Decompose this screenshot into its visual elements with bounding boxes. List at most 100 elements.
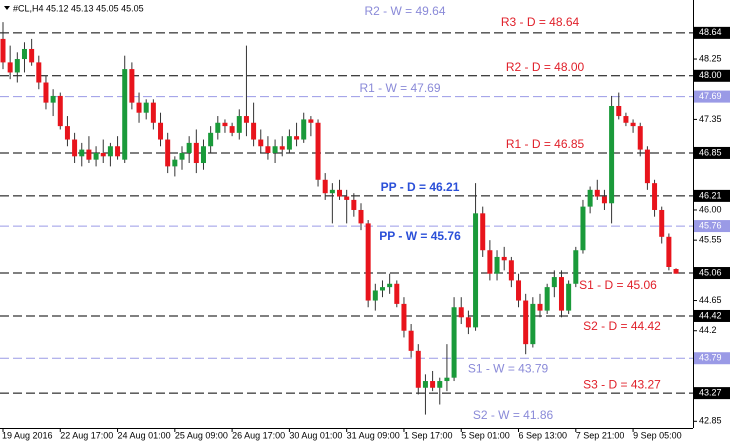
level-price-box [694, 309, 730, 322]
candle-body [379, 287, 385, 291]
level-price-label: 43.79 [699, 353, 722, 363]
candle-body [308, 119, 314, 123]
candle-body [57, 95, 63, 127]
level-price-box [694, 69, 730, 82]
y-tick-label: 44.65 [699, 295, 722, 305]
candle-body [301, 119, 307, 140]
candle-body [165, 139, 171, 167]
candle-body [508, 260, 514, 281]
candle-body [408, 330, 414, 351]
level-label: S1 - D = 45.06 [579, 278, 657, 292]
candle-body [451, 307, 457, 378]
candle-body [172, 159, 178, 167]
level-label: S3 - D = 43.27 [583, 377, 661, 391]
x-tick-label: 31 Aug 09:00 [347, 430, 400, 440]
x-tick-label: 1 Sep 17:00 [404, 430, 453, 440]
x-tick-label: 5 Sep 01:00 [461, 430, 510, 440]
level-price-box [694, 387, 730, 400]
candle-body [465, 317, 471, 328]
candle-body [494, 256, 500, 274]
candle-body [43, 82, 49, 103]
level-label: S2 - W = 41.86 [473, 408, 554, 422]
level-price-box [694, 26, 730, 39]
candle-body [79, 149, 85, 157]
candle-body [294, 136, 300, 140]
candle-body [558, 277, 564, 311]
x-tick-label: 7 Sep 21:00 [576, 430, 625, 440]
candle-body [551, 277, 557, 288]
candle-body [473, 213, 479, 328]
level-price-box [694, 146, 730, 159]
candle-body [158, 122, 164, 140]
candle-body [150, 102, 156, 123]
candle-body [666, 236, 672, 267]
candle-body [523, 300, 529, 345]
candle-body [630, 122, 636, 127]
x-tick-label: 19 Aug 2016 [2, 430, 53, 440]
candle-body [200, 146, 206, 164]
candle-body [594, 189, 600, 197]
level-label: R2 - W = 49.64 [364, 4, 445, 18]
y-tick-label: 42.85 [699, 416, 722, 426]
candle-body [394, 283, 400, 304]
candle-body [537, 303, 543, 311]
candle-body [258, 139, 264, 147]
candle-body [487, 250, 493, 274]
candle-body [358, 209, 364, 224]
level-price-box [694, 189, 730, 202]
candle-body [64, 126, 70, 140]
candle-body [415, 350, 421, 388]
x-tick-label: 6 Sep 13:00 [519, 430, 568, 440]
candle-body [208, 132, 214, 147]
candle-body [623, 116, 629, 123]
y-tick-label: 45.55 [699, 235, 722, 245]
candle-body [329, 189, 335, 194]
x-tick-label: 24 Aug 01:00 [118, 430, 171, 440]
x-tick-label: 26 Aug 17:00 [232, 430, 285, 440]
y-tick-label: 44.2 [699, 325, 717, 335]
candle-body [50, 95, 56, 103]
candle-body [422, 381, 428, 388]
candle-body [659, 209, 665, 237]
candle-body [236, 116, 242, 133]
candle-body [0, 38, 6, 63]
y-tick-label: 46.00 [699, 204, 722, 214]
candle-body [136, 102, 142, 113]
level-price-label: 47.69 [699, 91, 722, 101]
candle-body [107, 146, 113, 157]
x-tick-label: 30 Aug 01:00 [289, 430, 342, 440]
level-price-label: 48.64 [699, 27, 722, 37]
candle-body [251, 122, 257, 140]
candle-body [14, 59, 20, 73]
candle-body [115, 146, 121, 157]
candle-body [372, 290, 378, 301]
candle-body [193, 142, 199, 164]
level-label: PP - D = 46.21 [381, 180, 460, 194]
candle-body [243, 116, 249, 123]
candle-body [179, 152, 185, 160]
level-price-box [694, 267, 730, 280]
candle-body [215, 122, 221, 133]
y-tick-label: 48.25 [699, 53, 722, 63]
candle-body [72, 139, 78, 157]
candle-body [286, 136, 292, 150]
candle-body [544, 287, 550, 311]
candle-body [673, 269, 679, 274]
candle-body [601, 196, 607, 204]
candle-body [616, 105, 622, 117]
level-price-label: 46.21 [699, 190, 722, 200]
candle-body [229, 126, 235, 133]
candle-body [444, 377, 450, 382]
candle-body [430, 381, 436, 388]
candle-body [637, 126, 643, 150]
y-tick-label: 47.35 [699, 114, 722, 124]
x-tick-label: 22 Aug 17:00 [60, 430, 113, 440]
candle-body [401, 303, 407, 331]
level-price-label: 48.00 [699, 70, 722, 80]
candle-body [516, 280, 522, 301]
candle-body [129, 69, 135, 103]
candle-body [580, 206, 586, 251]
candle-body [566, 283, 572, 311]
candle-body [530, 303, 536, 345]
candle-body [186, 142, 192, 153]
